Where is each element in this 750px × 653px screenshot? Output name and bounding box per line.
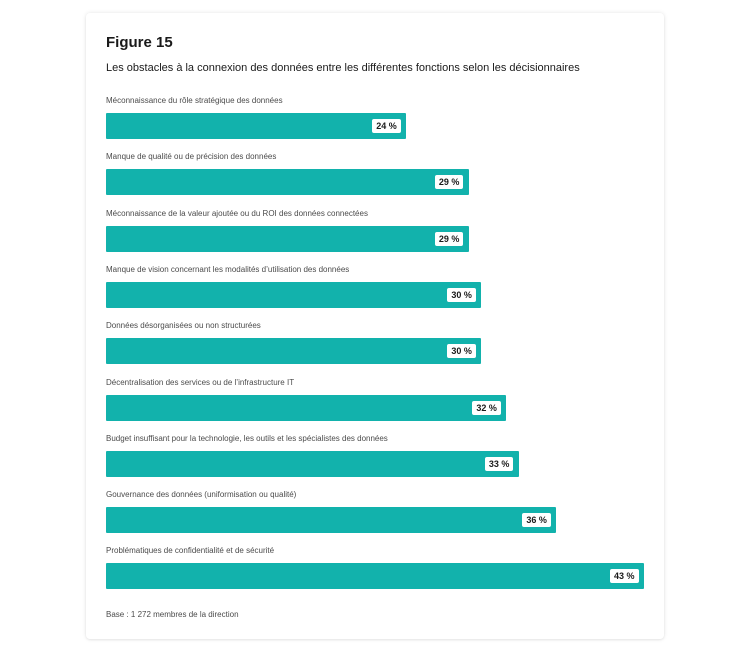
bar — [106, 169, 469, 196]
category-label: Données désorganisées ou non structurées — [106, 321, 261, 331]
figure-card: Figure 15 Les obstacles à la connexion d… — [86, 13, 664, 639]
value-label: 43 % — [610, 569, 639, 584]
bar-chart: Méconnaissance du rôle stratégique des d… — [106, 93, 646, 613]
bar — [106, 394, 507, 421]
value-label: 33 % — [484, 456, 514, 471]
category-label: Gouvernance des données (uniformisation … — [106, 490, 297, 500]
value-label: 36 % — [522, 513, 551, 528]
figure-title: Figure 15 — [106, 34, 173, 51]
bar — [106, 281, 482, 308]
bar — [106, 507, 557, 534]
category-label: Budget insuffisant pour la technologie, … — [106, 433, 388, 443]
category-label: Manque de qualité ou de précision des do… — [106, 152, 277, 162]
base-note: Base : 1 272 membres de la direction — [106, 610, 239, 619]
value-label: 29 % — [434, 175, 464, 190]
bar — [106, 563, 644, 590]
value-label: 29 % — [434, 231, 464, 246]
category-label: Méconnaissance de la valeur ajoutée ou d… — [106, 208, 368, 218]
value-label: 30 % — [447, 344, 476, 359]
bar — [106, 113, 407, 139]
bar — [106, 338, 482, 365]
value-label: 30 % — [447, 287, 476, 302]
category-label: Méconnaissance du rôle stratégique des d… — [106, 96, 283, 105]
category-label: Décentralisation des services ou de l’in… — [106, 377, 295, 387]
value-label: 24 % — [372, 119, 401, 133]
chart-subtitle: Les obstacles à la connexion des données… — [106, 62, 580, 74]
category-label: Problématiques de confidentialité et de … — [106, 546, 275, 556]
value-label: 32 % — [472, 400, 501, 415]
category-label: Manque de vision concernant les modalité… — [106, 264, 350, 274]
bar — [106, 450, 519, 477]
bar — [106, 225, 469, 252]
